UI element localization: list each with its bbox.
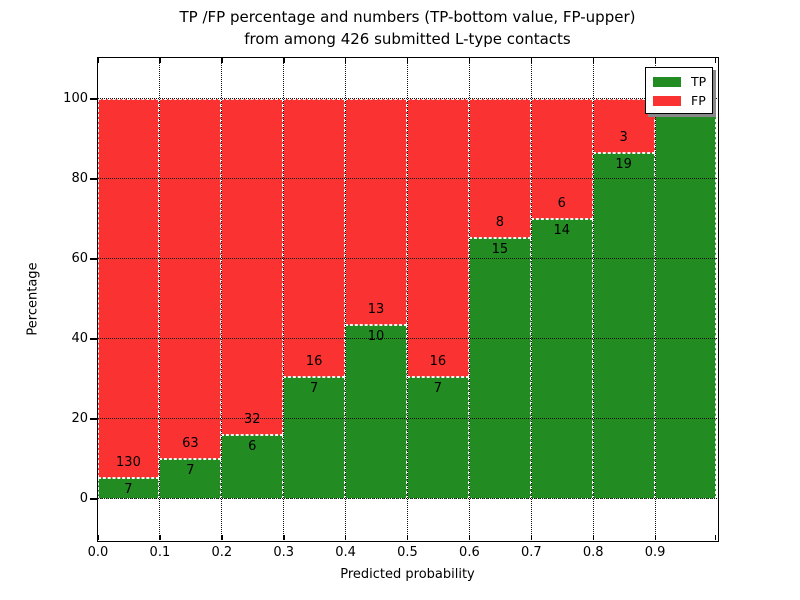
bar-tp-segment bbox=[530, 218, 593, 499]
v-gridline bbox=[592, 57, 594, 540]
bar-fp-segment bbox=[345, 98, 407, 325]
bar-tp-count: 7 bbox=[186, 462, 195, 478]
x-tick-mark-top bbox=[283, 57, 285, 63]
bar-tp-count: 19 bbox=[615, 157, 632, 173]
bar-fp-count: 130 bbox=[116, 455, 141, 471]
x-tick-label: 0.6 bbox=[459, 545, 480, 560]
y-tick-mark bbox=[90, 98, 97, 100]
x-tick-mark-top bbox=[715, 57, 717, 63]
bar-fp-count: 16 bbox=[429, 353, 447, 369]
legend: TP FP bbox=[645, 67, 713, 114]
chart-title-line1: TP /FP percentage and numbers (TP-bottom… bbox=[179, 8, 636, 26]
chart-canvas: 7130763632716101371615814619347 bbox=[97, 57, 717, 540]
bar-tp-segment bbox=[468, 237, 531, 499]
y-tick-label: 100 bbox=[63, 91, 88, 106]
bar-fp-segment bbox=[407, 98, 469, 377]
y-tick-label: 40 bbox=[71, 331, 88, 346]
bar-tp-count: 14 bbox=[553, 222, 571, 238]
v-gridline bbox=[283, 57, 285, 540]
bar-tp-segment bbox=[283, 376, 346, 499]
bar-tp-segment bbox=[592, 153, 655, 499]
x-tick-label: 0.8 bbox=[582, 545, 604, 560]
x-tick-mark-bottom bbox=[468, 534, 471, 540]
x-tick-mark-top bbox=[345, 57, 347, 63]
legend-label-fp: FP bbox=[691, 93, 706, 108]
v-gridline bbox=[468, 57, 470, 540]
bar-fp-count: 3 bbox=[619, 130, 628, 146]
bar-tp-segment bbox=[159, 458, 222, 499]
v-gridline bbox=[407, 57, 408, 540]
y-tick-mark bbox=[90, 498, 97, 500]
y-tick-mark bbox=[90, 258, 97, 260]
x-tick-label: 0.1 bbox=[149, 545, 171, 560]
v-gridline bbox=[530, 57, 532, 540]
x-tick-mark-top bbox=[468, 57, 471, 63]
bar-fp-count: 6 bbox=[557, 195, 566, 211]
x-tick-mark-bottom bbox=[345, 534, 347, 540]
y-tick-mark bbox=[90, 178, 97, 180]
y-tick-label: 0 bbox=[79, 491, 88, 506]
x-tick-label: 0.2 bbox=[211, 545, 233, 560]
tp-swatch-icon bbox=[653, 76, 681, 87]
bar-tp-count: 7 bbox=[433, 380, 443, 396]
x-tick-label: 0.5 bbox=[397, 545, 418, 560]
x-tick-label: 0.9 bbox=[644, 545, 666, 560]
bar-fp-count: 63 bbox=[182, 435, 199, 451]
bar-fp-segment bbox=[159, 98, 222, 459]
y-tick-label: 20 bbox=[71, 411, 88, 426]
y-tick-mark bbox=[90, 338, 97, 340]
bar-tp-count: 10 bbox=[367, 328, 385, 344]
bar-tp-count: 7 bbox=[310, 380, 319, 396]
x-tick-mark-bottom bbox=[159, 534, 161, 540]
x-tick-mark-bottom bbox=[283, 534, 285, 540]
x-tick-label: 0.0 bbox=[87, 545, 109, 560]
x-tick-mark-top bbox=[592, 57, 595, 63]
x-tick-mark-top bbox=[407, 57, 409, 63]
legend-label-tp: TP bbox=[691, 74, 707, 89]
x-tick-mark-bottom bbox=[530, 534, 533, 540]
fp-swatch-icon bbox=[653, 95, 681, 106]
x-tick-mark-bottom bbox=[592, 534, 595, 540]
v-gridline bbox=[345, 57, 347, 540]
x-tick-mark-bottom bbox=[715, 534, 717, 540]
y-tick-label: 80 bbox=[71, 171, 88, 186]
bar-fp-segment bbox=[221, 98, 284, 436]
x-tick-mark-top bbox=[654, 57, 656, 63]
bar-tp-count: 7 bbox=[124, 482, 133, 498]
v-gridline bbox=[159, 57, 161, 540]
x-tick-mark-top bbox=[97, 57, 99, 63]
x-axis-label: Predicted probability bbox=[340, 567, 475, 582]
x-tick-mark-bottom bbox=[654, 534, 656, 540]
legend-item-fp: FP bbox=[653, 91, 706, 110]
bar-fp-count: 8 bbox=[495, 214, 504, 230]
bar-fp-segment bbox=[592, 98, 655, 154]
bar-fp-segment bbox=[283, 98, 346, 377]
x-tick-label: 0.3 bbox=[273, 545, 295, 560]
x-tick-mark-top bbox=[530, 57, 533, 63]
bar-fp-segment bbox=[97, 98, 160, 479]
y-tick-mark bbox=[90, 418, 97, 420]
x-tick-mark-top bbox=[221, 57, 223, 63]
bar-tp-count: 6 bbox=[248, 439, 257, 455]
x-tick-mark-top bbox=[159, 57, 161, 63]
y-tick-label: 60 bbox=[71, 251, 88, 266]
x-tick-mark-bottom bbox=[221, 534, 223, 540]
bar-tp-segment bbox=[654, 98, 717, 499]
bar-tp-count: 15 bbox=[491, 241, 509, 257]
v-gridline bbox=[221, 57, 223, 540]
legend-item-tp: TP bbox=[653, 72, 706, 91]
x-tick-mark-bottom bbox=[407, 534, 409, 540]
bar-fp-count: 16 bbox=[305, 353, 323, 369]
v-gridline bbox=[654, 57, 656, 540]
bar-fp-count: 32 bbox=[243, 412, 261, 428]
x-tick-mark-bottom bbox=[97, 534, 99, 540]
plot-area: 7130763632716101371615814619347 bbox=[96, 56, 719, 542]
x-tick-label: 0.4 bbox=[335, 545, 356, 560]
y-axis-label: Percentage bbox=[25, 262, 41, 336]
chart-title-line2: from among 426 submitted L-type contacts bbox=[244, 30, 571, 48]
bar-tp-segment bbox=[345, 324, 407, 499]
bar-fp-count: 13 bbox=[367, 301, 385, 317]
x-tick-label: 0.7 bbox=[520, 545, 542, 560]
